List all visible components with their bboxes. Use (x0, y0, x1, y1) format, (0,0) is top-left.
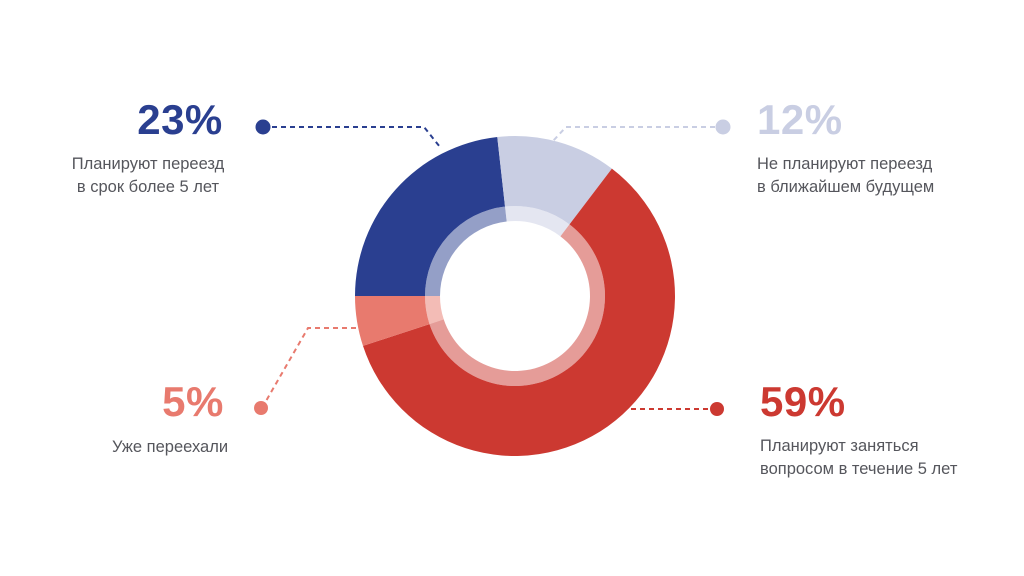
leader-line-5pct (265, 327, 356, 402)
donut-segment (497, 136, 612, 225)
percent-value-5: 5% (162, 378, 224, 425)
callout-23pct: 23% Планируют переезд в срок более 5 лет (50, 96, 246, 199)
callout-12pct: 12% Не планируют переезд в ближайшем буд… (757, 96, 987, 199)
donut-segment (362, 168, 675, 456)
leader-dot-59pct (710, 402, 724, 416)
percent-value-12: 12% (757, 96, 843, 143)
segment-label-59-line1: Планируют заняться (760, 437, 919, 455)
donut-segment (425, 206, 507, 296)
callout-5pct: 5% Уже переехали (72, 378, 268, 459)
percent-value-23: 23% (137, 96, 223, 143)
leader-dot-5pct (254, 401, 268, 415)
donut-chart (355, 136, 675, 456)
segment-label-12-line2: в ближайшем будущем (757, 178, 935, 196)
callout-59pct: 59% Планируют заняться вопросом в течени… (760, 378, 1000, 481)
donut-segment (425, 296, 444, 325)
segment-label-23: Планируют переезд в срок более 5 лет (50, 153, 246, 199)
donut-segment (355, 296, 430, 346)
donut-segment (355, 136, 506, 296)
leader-line-12pct (552, 126, 715, 142)
segment-label-12: Не планируют переезд в ближайшем будущем (757, 153, 987, 199)
donut-segment (505, 205, 570, 237)
leader-dot-12pct (715, 119, 731, 135)
leader-line-23pct (272, 126, 441, 148)
segment-label-5-line1: Уже переехали (111, 438, 229, 456)
segment-label-59: Планируют заняться вопросом в течение 5 … (760, 435, 1000, 481)
segment-label-5: Уже переехали (72, 436, 268, 459)
segment-label-23-line2: в срок более 5 лет (76, 178, 220, 196)
segment-label-23-line1: Планируют переезд (71, 155, 225, 173)
leader-dot-23pct (255, 119, 271, 135)
segment-label-12-line1: Не планируют переезд (757, 155, 933, 173)
segment-label-59-line2: вопросом в течение 5 лет (760, 460, 958, 478)
percent-value-59: 59% (760, 378, 846, 425)
